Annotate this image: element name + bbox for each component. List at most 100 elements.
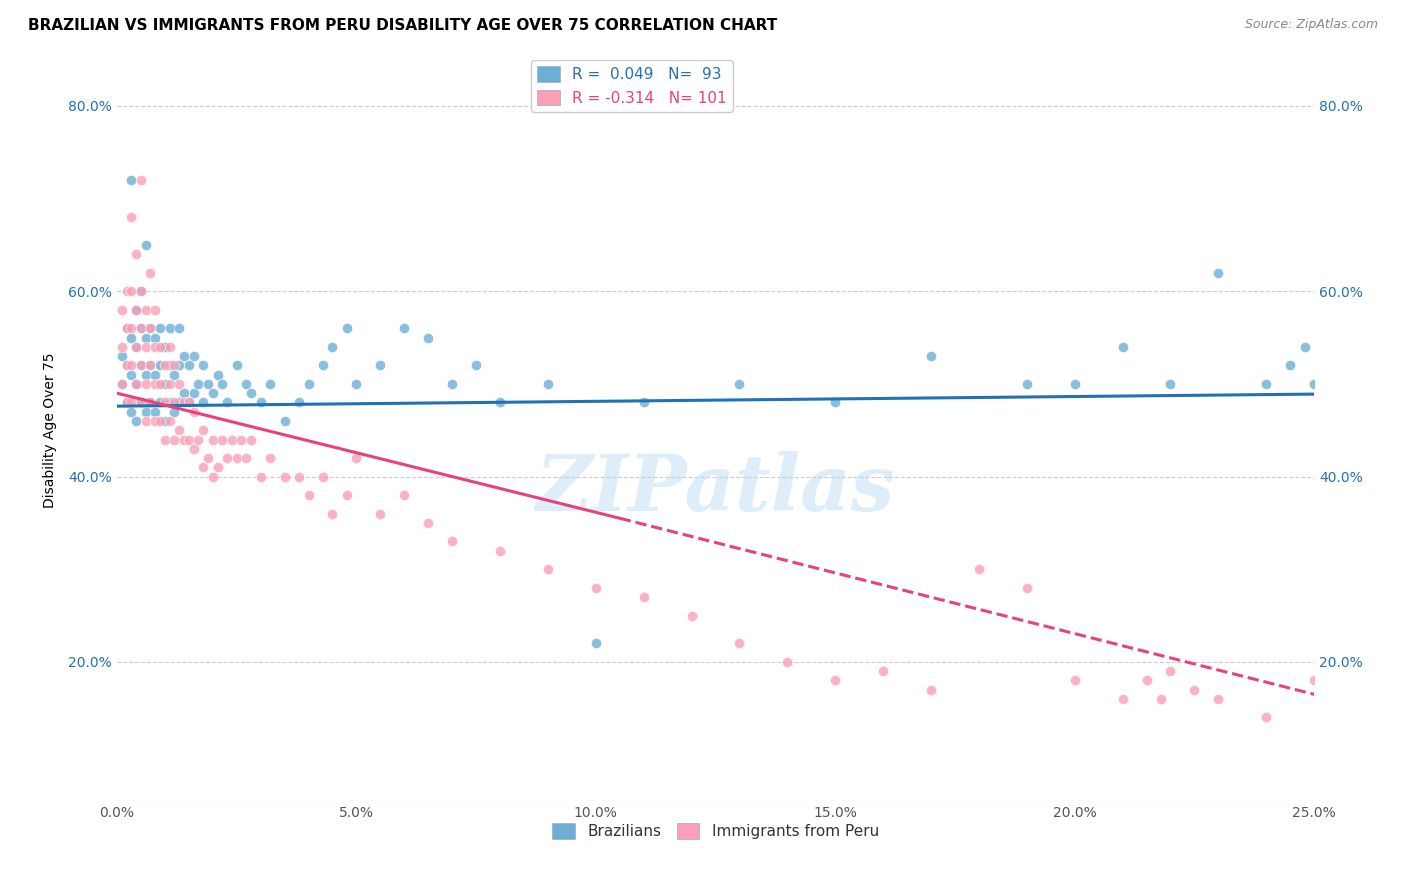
Point bbox=[120, 321, 142, 335]
Point bbox=[139, 359, 162, 373]
Point bbox=[125, 414, 148, 428]
Point bbox=[1303, 376, 1326, 391]
Point bbox=[167, 321, 190, 335]
Point bbox=[111, 376, 134, 391]
Point bbox=[776, 655, 799, 669]
Point bbox=[143, 302, 166, 317]
Point bbox=[143, 330, 166, 344]
Point bbox=[153, 359, 176, 373]
Point bbox=[297, 376, 319, 391]
Point bbox=[1184, 682, 1206, 697]
Point bbox=[321, 507, 343, 521]
Point bbox=[177, 433, 200, 447]
Point bbox=[249, 469, 271, 483]
Point bbox=[187, 433, 209, 447]
Point bbox=[217, 395, 239, 409]
Point bbox=[585, 581, 607, 595]
Point bbox=[187, 376, 209, 391]
Point bbox=[129, 173, 152, 187]
Point bbox=[125, 340, 148, 354]
Point bbox=[125, 376, 148, 391]
Point bbox=[149, 395, 172, 409]
Point bbox=[1015, 376, 1038, 391]
Point bbox=[183, 349, 205, 363]
Point bbox=[1327, 376, 1350, 391]
Point bbox=[1256, 710, 1278, 724]
Point bbox=[143, 368, 166, 382]
Point bbox=[115, 395, 138, 409]
Point bbox=[129, 395, 152, 409]
Point bbox=[135, 414, 157, 428]
Point bbox=[1159, 664, 1181, 678]
Point bbox=[159, 414, 181, 428]
Point bbox=[259, 376, 281, 391]
Point bbox=[259, 450, 281, 465]
Point bbox=[177, 359, 200, 373]
Point bbox=[394, 488, 416, 502]
Point bbox=[1063, 673, 1085, 688]
Point bbox=[143, 405, 166, 419]
Point bbox=[120, 285, 142, 299]
Point bbox=[120, 395, 142, 409]
Point bbox=[191, 395, 214, 409]
Point bbox=[139, 395, 162, 409]
Point bbox=[273, 469, 295, 483]
Point bbox=[370, 507, 392, 521]
Point bbox=[225, 359, 247, 373]
Point bbox=[115, 359, 138, 373]
Point bbox=[159, 359, 181, 373]
Point bbox=[1399, 395, 1406, 409]
Point bbox=[129, 285, 152, 299]
Point bbox=[489, 395, 512, 409]
Point bbox=[129, 359, 152, 373]
Point bbox=[288, 469, 311, 483]
Point bbox=[321, 340, 343, 354]
Point bbox=[920, 682, 942, 697]
Point bbox=[143, 340, 166, 354]
Point bbox=[231, 433, 253, 447]
Point bbox=[633, 590, 655, 604]
Point bbox=[159, 340, 181, 354]
Point bbox=[135, 302, 157, 317]
Point bbox=[201, 433, 224, 447]
Point bbox=[135, 340, 157, 354]
Point bbox=[129, 321, 152, 335]
Point bbox=[465, 359, 488, 373]
Point bbox=[129, 321, 152, 335]
Point bbox=[153, 433, 176, 447]
Point bbox=[418, 516, 440, 530]
Point bbox=[288, 395, 311, 409]
Point bbox=[920, 349, 942, 363]
Point bbox=[115, 395, 138, 409]
Point bbox=[1063, 376, 1085, 391]
Point bbox=[197, 450, 219, 465]
Point bbox=[135, 368, 157, 382]
Point bbox=[207, 460, 229, 475]
Point bbox=[211, 433, 233, 447]
Y-axis label: Disability Age Over 75: Disability Age Over 75 bbox=[44, 352, 58, 508]
Point bbox=[537, 562, 560, 576]
Point bbox=[1279, 359, 1302, 373]
Point bbox=[125, 302, 148, 317]
Point bbox=[135, 405, 157, 419]
Point bbox=[125, 302, 148, 317]
Point bbox=[163, 433, 186, 447]
Point bbox=[370, 359, 392, 373]
Point bbox=[120, 368, 142, 382]
Point bbox=[235, 450, 257, 465]
Point bbox=[336, 321, 359, 335]
Point bbox=[191, 423, 214, 437]
Point bbox=[159, 395, 181, 409]
Point bbox=[135, 376, 157, 391]
Point bbox=[120, 210, 142, 224]
Point bbox=[728, 376, 751, 391]
Point bbox=[153, 340, 176, 354]
Point bbox=[312, 359, 335, 373]
Point bbox=[115, 285, 138, 299]
Point bbox=[824, 395, 846, 409]
Legend: Brazilians, Immigrants from Peru: Brazilians, Immigrants from Peru bbox=[546, 817, 884, 845]
Text: Source: ZipAtlas.com: Source: ZipAtlas.com bbox=[1244, 18, 1378, 31]
Point bbox=[111, 340, 134, 354]
Point bbox=[1015, 581, 1038, 595]
Point bbox=[394, 321, 416, 335]
